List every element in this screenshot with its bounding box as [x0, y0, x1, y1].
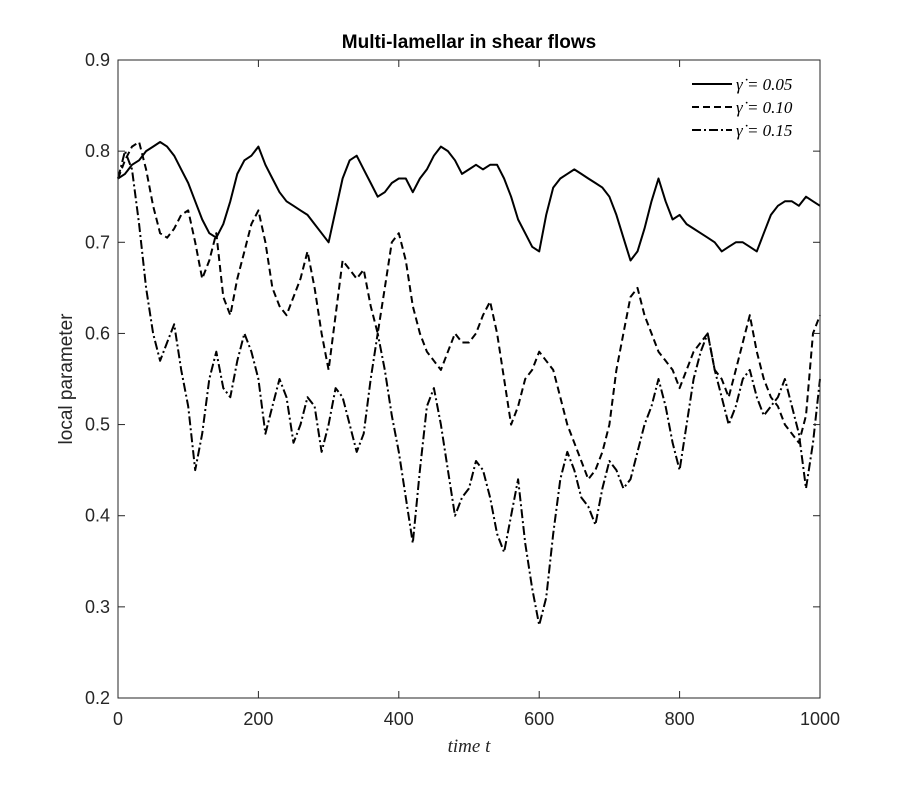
x-tick-label: 600: [524, 709, 554, 729]
y-tick-label: 0.8: [85, 141, 110, 161]
legend: γ̇ = 0.05 γ̇ = 0.10 γ̇ = 0.15: [692, 75, 793, 140]
series-line-1: [117, 141, 821, 262]
series-line-3: [117, 150, 821, 627]
x-tick-label: 1000: [800, 709, 840, 729]
x-tick-label: 200: [243, 709, 273, 729]
legend-label-3: γ̇ = 0.15: [736, 121, 792, 140]
y-tick-label: 0.7: [85, 232, 110, 252]
plot-area: [118, 60, 820, 698]
y-tick-label: 0.6: [85, 323, 110, 343]
x-tick-label: 0: [113, 709, 123, 729]
y-tick-label: 0.2: [85, 688, 110, 708]
legend-label-1: γ̇ = 0.05: [736, 75, 792, 94]
legend-label-2: γ̇ = 0.10: [736, 98, 793, 117]
x-tick-label: 800: [665, 709, 695, 729]
series-line-2: [117, 141, 821, 481]
y-tick-label: 0.5: [85, 415, 110, 435]
x-axis-label: time t: [448, 736, 491, 757]
y-tick-label: 0.3: [85, 597, 110, 617]
tick-layer: 0 200 400 600 800 1000 0.2 0.3 0.4 0.5 0.6 0.7 0.8 0.…: [85, 50, 840, 729]
y-axis-label: local parameter: [56, 313, 77, 445]
x-tick-label: 400: [384, 709, 414, 729]
series-layer: [117, 141, 821, 627]
axes-frame: [117, 59, 821, 699]
y-tick-label: 0.9: [85, 50, 110, 70]
chart-title: Multi-lamellar in shear flows: [342, 32, 596, 53]
y-tick-label: 0.4: [85, 506, 110, 526]
